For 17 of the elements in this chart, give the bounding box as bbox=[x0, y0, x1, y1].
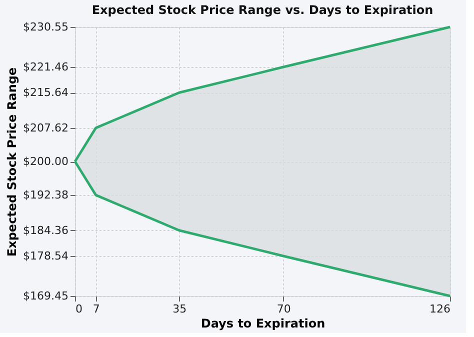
y-tick-label: $200.00 bbox=[23, 155, 68, 168]
y-tick-label: $169.45 bbox=[23, 290, 68, 302]
x-tick-label: 70 bbox=[276, 302, 291, 316]
x-tick-label: 0 bbox=[76, 302, 82, 316]
y-tick-label: $215.64 bbox=[23, 86, 68, 100]
x-tick-label: 35 bbox=[172, 302, 187, 316]
x-axis-title: Days to Expiration bbox=[200, 316, 326, 330]
x-tick-label: 126 bbox=[430, 302, 450, 316]
y-tick-label: $221.46 bbox=[23, 60, 68, 74]
y-tick-label: $192.38 bbox=[23, 188, 68, 202]
y-tick-label: $184.36 bbox=[23, 224, 68, 237]
y-tick-label: $230.55 bbox=[23, 20, 68, 34]
y-tick-label: $207.62 bbox=[23, 121, 68, 134]
chart-title: Expected Stock Price Range vs. Days to Expiration bbox=[92, 3, 434, 17]
y-tick-label: $178.54 bbox=[23, 249, 68, 262]
x-tick-label: 7 bbox=[92, 302, 100, 316]
y-axis-title: Expected Stock Price Range bbox=[5, 67, 20, 257]
